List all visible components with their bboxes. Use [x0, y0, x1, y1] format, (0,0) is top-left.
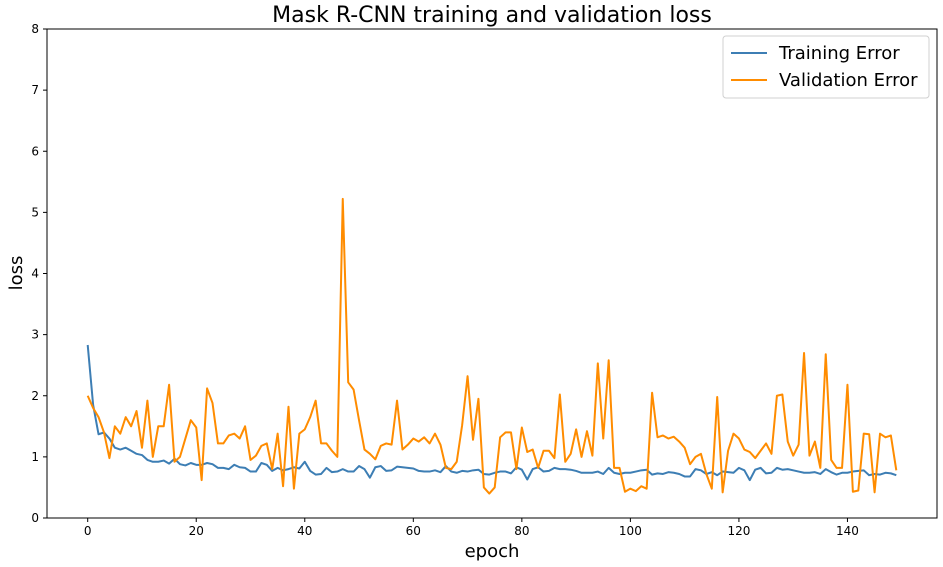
y-tick-label: 3: [31, 328, 39, 342]
legend-box: [722, 35, 930, 99]
y-tick-label: 8: [31, 22, 39, 36]
x-axis-title: epoch: [465, 541, 520, 562]
series-line-validation-error: [86, 197, 898, 495]
y-axis-title: loss: [6, 256, 27, 291]
y-axis: 0 1 2 3 4 5 6 7 8: [31, 22, 47, 525]
y-tick-label: 4: [31, 267, 39, 281]
y-tick-label: 6: [31, 144, 39, 158]
plot-frame: [46, 28, 938, 519]
y-tick-label: 1: [31, 450, 39, 464]
x-axis: 0 20 40 60 80 100 120 140: [84, 518, 859, 538]
x-tick-label: 100: [619, 524, 642, 538]
x-tick-label: 60: [406, 524, 421, 538]
x-tick-label: 80: [514, 524, 529, 538]
chart-title: Mask R-CNN training and validation loss: [272, 3, 712, 28]
x-tick-label: 0: [84, 524, 92, 538]
x-tick-label: 40: [297, 524, 312, 538]
x-tick-label: 140: [836, 524, 859, 538]
legend-label-validation: Validation Error: [779, 70, 918, 91]
legend: Training Error Validation Error: [722, 35, 930, 99]
legend-label-training: Training Error: [778, 43, 900, 64]
plot-area-background: [47, 29, 937, 518]
y-tick-label: 0: [31, 511, 39, 525]
y-tick-label: 5: [31, 205, 39, 219]
x-tick-label: 20: [189, 524, 204, 538]
y-tick-label: 2: [31, 389, 39, 403]
series-line-training-error: [86, 344, 897, 482]
x-tick-label: 120: [727, 524, 750, 538]
y-tick-label: 7: [31, 83, 39, 97]
series-lines: [86, 197, 898, 495]
